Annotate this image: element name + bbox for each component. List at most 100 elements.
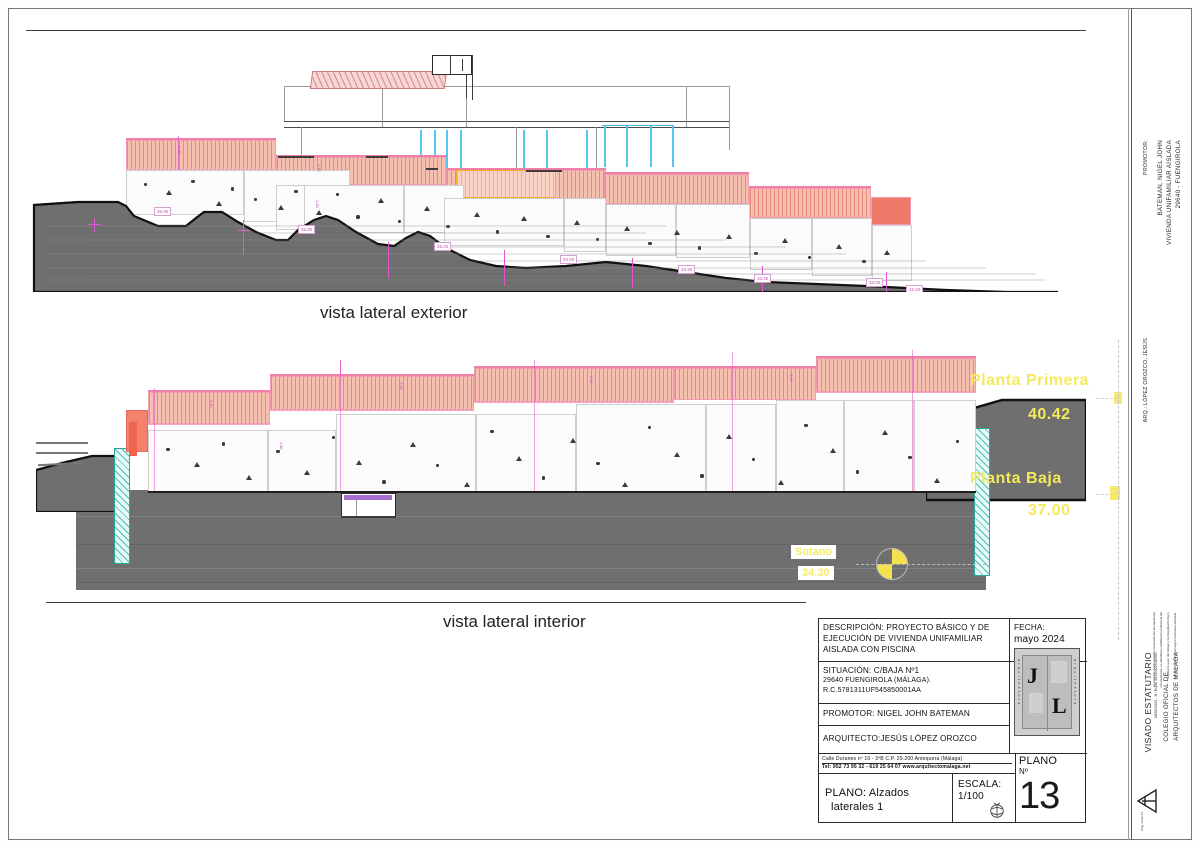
situacion-line2: 29640 FUENGIROLA (MÁLAGA). <box>823 677 932 684</box>
brick-band-end <box>871 197 911 225</box>
promotor-cell: PROMOTOR: NIGEL JOHN BATEMAN <box>819 703 1009 725</box>
arquitecto-value: JESÚS LÓPEZ OROZCO <box>880 734 977 743</box>
axis-line-magenta <box>340 370 341 492</box>
address-line1: Calle Duranes nº 16 - 3ºB C.P. 29.200 An… <box>822 756 963 762</box>
plano-number: 13 <box>1019 775 1060 817</box>
plano-title-cell: PLANO: Alzados laterales 1 <box>819 773 952 823</box>
page-note: Pag. 13 de 43 <box>1140 812 1144 831</box>
parapet-brick-band <box>674 368 816 400</box>
parapet-cap <box>816 356 976 358</box>
margin-promotor-label: PROMOTOR: <box>1143 140 1149 175</box>
brick-band <box>126 140 276 170</box>
level-label-sotano: Sotano <box>791 545 837 559</box>
stone-block <box>444 198 564 246</box>
level-value-sotano: 34.30 <box>798 566 834 580</box>
parapet-brick-band <box>816 358 976 392</box>
axis-line-magenta <box>178 136 179 176</box>
dimension-tag: 32.60 <box>906 285 924 292</box>
left-ground-wedge <box>36 454 116 512</box>
situacion-line3: R.C.5781311UF545850001AA <box>823 686 922 694</box>
terrain-profile <box>32 200 1058 292</box>
stone-block <box>872 225 912 281</box>
retaining-wall-right <box>974 428 990 576</box>
margin-divider-line <box>1131 8 1132 840</box>
visado-legal-3: arquitecto autor del trabajo y la integr… <box>1166 612 1170 679</box>
roof-outline-line <box>686 86 687 127</box>
arquitecto-cell: ARQUITECTO:JESÚS LÓPEZ OROZCO <box>819 725 1009 753</box>
fecha-cell: FECHA: mayo 2024 <box>1009 619 1087 661</box>
dimension-tag: 35.80 <box>298 225 316 234</box>
pool-opening-header <box>344 495 392 500</box>
address-line2: Tel: 952 73 95 32 - 619 25 64 07 www.arq… <box>822 763 1012 771</box>
axis-tick-magenta <box>886 272 887 292</box>
logo-divider <box>1047 655 1048 731</box>
parapet-brick-band <box>474 368 674 402</box>
axis-line-magenta <box>154 388 155 492</box>
visado-triangle-icon <box>1136 788 1157 814</box>
situacion-label: SITUACIÓN: <box>823 666 872 675</box>
brick-band <box>749 188 871 218</box>
level-label-planta-baja: Planta Baja <box>970 470 1062 487</box>
stone-panel <box>776 400 844 492</box>
descripcion-line2: EJECUCIÓN DE VIVIENDA UNIFAMILIAR <box>823 634 983 643</box>
axis-line-magenta <box>534 360 535 492</box>
stone-panel <box>268 430 336 492</box>
elevation-lower-interior: 2.40 2.40 2.40 2.40 1.80 Sotano 34.30 <box>26 330 1086 600</box>
parapet-cap <box>674 366 816 368</box>
stone-panel <box>706 404 776 492</box>
level-label-planta-primera: Planta Primera <box>970 372 1090 389</box>
visado-legal-2: circunstancias: La identidad y habilitac… <box>1159 612 1163 688</box>
dimension-tag: 33.00 <box>866 278 884 287</box>
plano-n-sup: Nº <box>1019 767 1028 776</box>
parapet-cap <box>270 374 474 376</box>
stone-panel <box>476 414 576 492</box>
window-mullion-cyan <box>586 130 588 170</box>
chimney-divider <box>462 59 464 71</box>
sill-bar <box>278 156 314 158</box>
arquitecto-label: ARQUITECTO: <box>823 734 881 743</box>
axis-tick-magenta <box>243 220 244 255</box>
stone-panel <box>576 404 706 492</box>
parapet-brick-band <box>148 392 270 424</box>
dimension-tag: 33.40 <box>754 274 772 283</box>
axis-tick-magenta <box>504 250 505 286</box>
dimension-tag: 33.90 <box>678 265 696 274</box>
parapet-cap <box>474 366 674 368</box>
axis-tick-magenta <box>94 218 95 232</box>
parapet-brick-band <box>270 376 474 410</box>
visado-colegio-1: COLEGIO OFICIAL DE <box>1163 672 1170 742</box>
logo-letter-l: L <box>1052 693 1067 718</box>
architect-logo: a r q u i t e c t u r a a r q u i t e c … <box>1014 648 1080 736</box>
plano-number-cell: PLANO Nº 13 <box>1015 753 1087 823</box>
sheet-bottom-rule <box>46 602 806 603</box>
level-value-planta-primera: 40.42 <box>1028 406 1071 423</box>
situacion-cell: SITUACIÓN: C/BAJA Nº1 29640 FUENGIROLA (… <box>819 661 1009 703</box>
stone-block <box>812 218 872 276</box>
caption-upper: vista lateral exterior <box>320 303 468 322</box>
axis-tick-magenta <box>88 224 101 225</box>
elevation-upper-exterior: 36.95 35.80 35.20 34.60 33.90 33.40 33.0… <box>26 30 1086 292</box>
brick-band-cap <box>276 155 446 157</box>
brick-band-cap <box>604 172 749 174</box>
dimension-tag: 34.60 <box>560 255 578 264</box>
axis-tick-magenta <box>632 258 633 288</box>
roof-outline-line <box>284 86 285 122</box>
situacion-value: C/BAJA Nº1 <box>873 666 920 675</box>
brick-band <box>604 174 749 204</box>
brick-band-cap <box>446 168 606 170</box>
escala-value: 1/100 <box>958 791 984 802</box>
brick-block-accent <box>129 422 137 456</box>
promotor-label: PROMOTOR: <box>823 709 875 718</box>
margin-arquitecto: ARQ.: LÓPEZ OROZCO, JESÚS <box>1143 338 1149 423</box>
parapet-cap <box>148 390 270 392</box>
margin-promotor-line2: VIVIENDA UNIFAMILIAR AISLADA <box>1166 140 1173 246</box>
descripcion-line1: PROYECTO BÁSICO Y DE <box>886 623 990 632</box>
descripcion-line3: AISLADA CON PISCINA <box>823 645 916 654</box>
plano-label: PLANO: Alzados <box>825 787 910 799</box>
visado-legal-1: El presente visado acredita expresamente… <box>1152 612 1156 688</box>
window-mullion-cyan <box>672 125 674 167</box>
margin-promotor-line3: 29640 - FUENGIROLA <box>1175 140 1182 209</box>
window-mullion-cyan <box>420 130 422 175</box>
level-guide-line <box>1118 340 1119 640</box>
